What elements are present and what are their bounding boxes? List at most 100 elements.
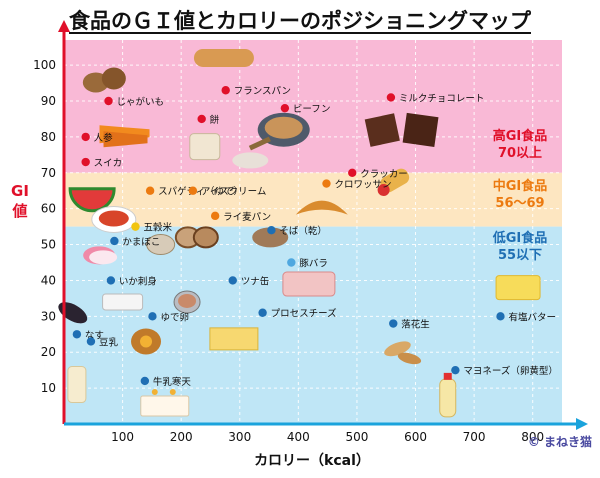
x-tick-label: 600 [404,430,427,444]
carrot-shape [103,131,148,148]
point-label: プロセスチーズ [271,308,338,320]
band-label: 56～69 [495,196,544,211]
point-label: ビーフン [293,104,331,115]
y-tick-label: 70 [41,166,56,180]
point-label: 五穀米 [143,222,172,234]
y-axis-title: GI 値 [11,182,29,220]
squid-picture [102,293,144,311]
grain-rice-picture [146,234,176,256]
glass-shape [67,366,87,404]
data-point [81,132,90,142]
data-point [451,365,460,375]
rye-shape [192,226,219,249]
beef-noodle-picture [257,112,310,147]
point-label: 豆乳 [99,336,119,348]
data-point [258,308,267,317]
cherry-shape [377,183,390,196]
squid-shape [102,293,144,311]
mayo-cap-shape [443,372,452,380]
data-point [228,276,237,285]
mayonnaise-picture [439,372,457,418]
point-label: 落花生 [401,319,430,331]
data-point [348,168,357,177]
data-point [221,86,230,95]
cheese-picture [209,327,259,351]
cheese-shape [209,327,259,351]
point-label: そば（乾） [279,225,327,237]
pork-belly-picture [282,271,336,297]
point-label: ミルクチョコレート [399,93,485,104]
point-label: なす [85,330,104,341]
data-point [104,96,113,106]
pork-shape [282,271,336,297]
ice-cream-scoop-picture [232,136,271,169]
data-point [86,337,96,346]
x-tick-label: 400 [287,430,310,444]
x-tick-label: 300 [228,430,251,444]
data-point [210,211,220,221]
point-label: ツナ缶 [241,275,270,287]
egg-picture [131,328,162,355]
data-point [145,186,155,195]
x-tick-label: 700 [463,430,486,444]
data-point [197,114,206,124]
point-label: 餅 [210,114,220,126]
kamaboko-picture [83,246,118,265]
bread-shape [193,48,254,67]
cracker-roll-picture [377,168,410,196]
peanut-shape [384,341,411,357]
data-point [322,179,331,188]
point-label: 人参 [94,132,114,144]
tuna-shape [178,293,197,308]
butter-shape [495,275,541,301]
eggplant-shape [58,302,88,324]
data-point [106,276,116,285]
point-label: アイスクリーム [201,187,266,198]
x-tick-label: 200 [170,430,193,444]
point-label: じゃがいも [117,96,165,108]
soba-shape [252,227,289,248]
croissant-shape [295,200,348,215]
x-tick-label: 500 [345,430,368,444]
data-point [280,103,290,113]
point-label: スイカ [94,158,123,169]
point-label: 牛乳寒天 [153,376,192,388]
y-tick-label: 30 [41,309,56,323]
point-label: スパゲティ（ゆで） [158,186,243,198]
chocolate-shape [364,113,400,147]
peanut-picture [384,341,422,365]
y-axis-arrow [58,20,70,32]
y-tick-label: 10 [41,381,56,395]
scoop-handle [248,136,271,151]
kamaboko-shape [89,250,118,265]
y-tick-label: 80 [41,130,56,144]
rice-cake-shape [189,133,221,161]
point-label: クロワッサン [334,180,391,191]
spaghetti-picture [91,205,137,233]
watermelon-shape [68,187,116,213]
chocolate-shape [402,112,439,147]
yolk-shape [140,335,153,348]
y-tick-label: 40 [41,273,56,287]
rice-cake-picture [189,133,221,161]
soba-picture [252,227,289,248]
band-0 [64,40,562,173]
soy-milk-picture [67,366,87,404]
tuna-can-picture [173,290,201,314]
band-1 [64,172,562,227]
potato-shape [101,67,126,90]
mayo-bottle-shape [439,378,457,418]
data-point [110,236,119,246]
point-label: かまぼこ [122,237,160,248]
spaghetti-shape [98,210,129,227]
point-label: いか刺身 [119,275,157,287]
fruit-shape [169,389,176,396]
potato-picture [82,67,126,93]
data-point [148,312,157,321]
data-point [496,312,505,321]
data-point [267,226,276,235]
rice-bowl-shape [146,234,176,256]
fruit-shape [151,389,158,396]
data-point [188,186,198,195]
